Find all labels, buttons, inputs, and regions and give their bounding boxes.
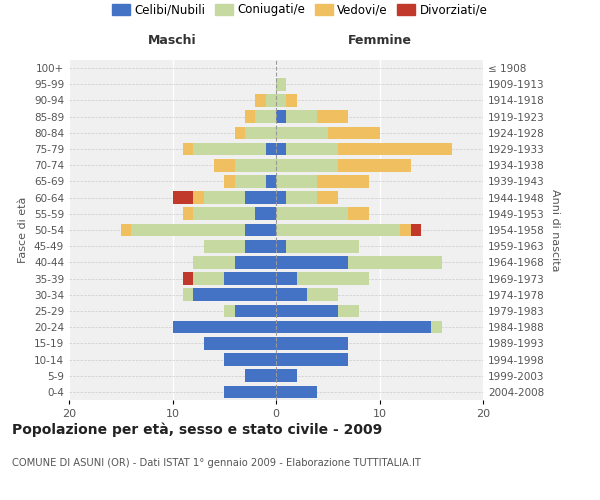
Bar [224,272,276,285]
Bar [276,78,286,90]
Bar [193,192,203,204]
Bar [317,192,338,204]
Bar [276,126,328,139]
Bar [276,159,338,172]
Bar [183,272,193,285]
Bar [266,94,276,107]
Y-axis label: Fasce di età: Fasce di età [19,197,28,263]
Bar [276,304,338,318]
Bar [224,386,276,398]
Bar [286,192,317,204]
Bar [296,272,369,285]
Bar [183,288,193,301]
Bar [338,142,452,156]
Bar [338,159,410,172]
Bar [245,126,276,139]
Bar [276,256,349,268]
Bar [276,208,349,220]
Bar [276,94,286,107]
Bar [349,256,442,268]
Bar [317,110,349,123]
Bar [235,175,266,188]
Bar [276,337,349,349]
Bar [245,110,256,123]
Bar [183,208,193,220]
Bar [193,208,256,220]
Bar [245,240,276,252]
Bar [193,142,266,156]
Bar [286,142,338,156]
Text: Femmine: Femmine [347,34,412,47]
Bar [235,256,276,268]
Bar [224,175,235,188]
Bar [328,126,380,139]
Bar [193,256,235,268]
Bar [173,321,276,334]
Bar [235,304,276,318]
Bar [400,224,410,236]
Bar [173,192,193,204]
Bar [203,337,276,349]
Bar [224,353,276,366]
Bar [276,353,349,366]
Bar [214,159,235,172]
Bar [256,94,266,107]
Bar [276,272,296,285]
Bar [203,240,245,252]
Bar [121,224,131,236]
Bar [235,126,245,139]
Bar [276,224,400,236]
Bar [276,192,286,204]
Bar [286,110,317,123]
Bar [276,110,286,123]
Bar [235,159,276,172]
Bar [266,142,276,156]
Bar [131,224,245,236]
Text: COMUNE DI ASUNI (OR) - Dati ISTAT 1° gennaio 2009 - Elaborazione TUTTITALIA.IT: COMUNE DI ASUNI (OR) - Dati ISTAT 1° gen… [12,458,421,468]
Y-axis label: Anni di nascita: Anni di nascita [550,188,560,271]
Text: Maschi: Maschi [148,34,197,47]
Bar [307,288,338,301]
Bar [276,240,286,252]
Bar [276,370,296,382]
Bar [276,288,307,301]
Bar [183,142,193,156]
Bar [193,288,276,301]
Bar [349,208,369,220]
Bar [276,142,286,156]
Bar [286,94,297,107]
Legend: Celibi/Nubili, Coniugati/e, Vedovi/e, Divorziati/e: Celibi/Nubili, Coniugati/e, Vedovi/e, Di… [110,1,490,18]
Bar [245,370,276,382]
Bar [276,175,317,188]
Bar [256,208,276,220]
Bar [286,240,359,252]
Bar [410,224,421,236]
Bar [276,321,431,334]
Bar [193,272,224,285]
Bar [317,175,369,188]
Text: Popolazione per età, sesso e stato civile - 2009: Popolazione per età, sesso e stato civil… [12,422,382,437]
Bar [245,192,276,204]
Bar [256,110,276,123]
Bar [224,304,235,318]
Bar [276,386,317,398]
Bar [266,175,276,188]
Bar [338,304,359,318]
Bar [431,321,442,334]
Bar [245,224,276,236]
Bar [203,192,245,204]
